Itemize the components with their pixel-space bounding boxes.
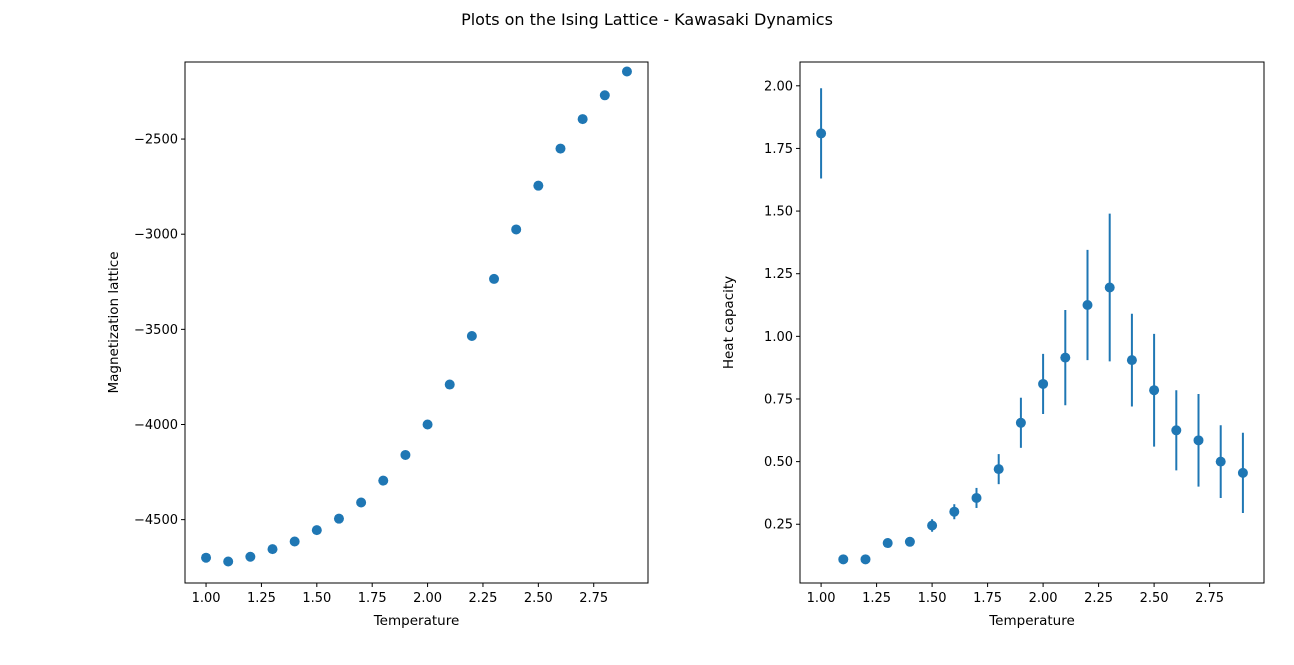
heat-capacity-data-point xyxy=(1215,456,1226,467)
magnetization-data-point xyxy=(511,224,522,235)
magnetization-y-axis-label: Magnetization lattice xyxy=(106,252,122,394)
heat-capacity-plot: 1.00 1.25 1.50 1.75 2.00 2.25 2.50 2.75 0.25 0.50… xyxy=(721,61,1265,629)
heat-capacity-data-point xyxy=(1104,282,1115,293)
heat-capacity-y-tick-label: 2.00 xyxy=(764,79,793,94)
magnetization-x-tick-label: 2.50 xyxy=(524,591,553,606)
heat-capacity-data-point xyxy=(904,536,915,547)
magnetization-data-point xyxy=(444,379,455,390)
magnetization-data-point xyxy=(333,513,344,524)
heat-capacity-data-point xyxy=(1193,435,1204,446)
magnetization-y-tick-label: −3000 xyxy=(134,228,178,243)
magnetization-data-point xyxy=(533,180,544,191)
magnetization-axes-frame xyxy=(184,61,649,584)
heat-capacity-data-point xyxy=(1126,355,1137,366)
magnetization-data-point xyxy=(466,331,477,342)
heat-capacity-data-point xyxy=(1237,467,1248,478)
magnetization-data-point xyxy=(599,90,610,101)
heat-capacity-data-point xyxy=(927,520,938,531)
heat-capacity-data-point xyxy=(816,128,827,139)
heat-capacity-data-point xyxy=(971,492,982,503)
magnetization-x-tick-label: 1.75 xyxy=(358,591,387,606)
heat-capacity-data-point xyxy=(860,554,871,565)
heat-capacity-y-axis-label: Heat capacity xyxy=(721,276,737,369)
magnetization-x-tick-label: 2.00 xyxy=(413,591,442,606)
magnetization-data-point xyxy=(400,449,411,460)
heat-capacity-y-tick-label: 0.25 xyxy=(764,518,793,533)
magnetization-data-point xyxy=(245,551,256,562)
figure-title: Plots on the Ising Lattice - Kawasaki Dy… xyxy=(461,10,833,29)
heat-capacity-y-tick-label: 0.75 xyxy=(764,392,793,407)
magnetization-y-tick-label: −4500 xyxy=(134,513,178,528)
magnetization-data-point xyxy=(555,143,566,154)
magnetization-y-tick-label: −2500 xyxy=(134,133,178,148)
heat-capacity-axes-frame xyxy=(799,61,1265,584)
magnetization-data-point xyxy=(422,419,433,430)
heat-capacity-data-point xyxy=(1082,300,1093,311)
heat-capacity-x-tick-label: 1.00 xyxy=(807,591,836,606)
magnetization-x-tick-label: 2.25 xyxy=(468,591,497,606)
magnetization-x-axis-label: Temperature xyxy=(373,613,460,629)
heat-capacity-x-tick-label: 1.50 xyxy=(918,591,947,606)
magnetization-data-point xyxy=(223,556,234,567)
heat-capacity-data-point xyxy=(882,538,893,549)
heat-capacity-data-point xyxy=(949,506,960,517)
magnetization-data-point xyxy=(489,273,500,284)
magnetization-x-tick-label: 1.50 xyxy=(302,591,331,606)
heat-capacity-x-tick-label: 2.25 xyxy=(1084,591,1113,606)
magnetization-data-point xyxy=(577,114,588,125)
magnetization-data-point xyxy=(356,497,367,508)
heat-capacity-data-point xyxy=(1038,378,1049,389)
magnetization-data-point xyxy=(289,536,300,547)
heat-capacity-data-point xyxy=(993,464,1004,475)
magnetization-data-point xyxy=(621,66,632,77)
magnetization-x-tick-label: 1.00 xyxy=(192,591,221,606)
heat-capacity-y-tick-label: 1.25 xyxy=(764,267,793,282)
heat-capacity-x-tick-label: 1.25 xyxy=(862,591,891,606)
heat-capacity-data-point xyxy=(838,554,849,565)
heat-capacity-data-point xyxy=(1015,417,1026,428)
magnetization-data-point xyxy=(201,552,212,563)
magnetization-data-point xyxy=(267,544,278,555)
heat-capacity-y-tick-label: 1.00 xyxy=(764,330,793,345)
heat-capacity-x-tick-label: 2.00 xyxy=(1029,591,1058,606)
magnetization-plot: 1.00 1.25 1.50 1.75 2.00 2.25 2.50 2.75 −4500 −40… xyxy=(106,61,649,629)
magnetization-x-tick-label: 2.75 xyxy=(579,591,608,606)
heat-capacity-y-tick-label: 0.50 xyxy=(764,455,793,470)
magnetization-y-tick-label: −3500 xyxy=(134,323,178,338)
heat-capacity-data-point xyxy=(1060,352,1071,363)
heat-capacity-x-tick-label: 1.75 xyxy=(973,591,1002,606)
heat-capacity-x-tick-label: 2.50 xyxy=(1140,591,1169,606)
magnetization-data-point xyxy=(378,475,389,486)
magnetization-x-tick-label: 1.25 xyxy=(247,591,276,606)
heat-capacity-x-axis-label: Temperature xyxy=(988,613,1075,629)
heat-capacity-y-tick-label: 1.75 xyxy=(764,142,793,157)
heat-capacity-y-tick-label: 1.50 xyxy=(764,205,793,220)
heat-capacity-data-point xyxy=(1171,425,1182,436)
magnetization-y-tick-label: −4000 xyxy=(134,418,178,433)
heat-capacity-x-tick-label: 2.75 xyxy=(1195,591,1224,606)
heat-capacity-data-point xyxy=(1149,385,1160,396)
magnetization-data-point xyxy=(311,525,322,536)
